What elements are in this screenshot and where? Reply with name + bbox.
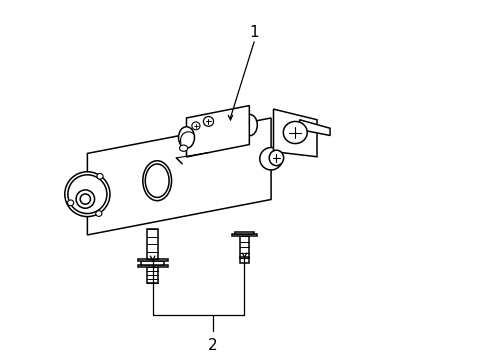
Bar: [240, 236, 248, 258]
Bar: [147, 267, 158, 283]
Ellipse shape: [67, 200, 74, 206]
Ellipse shape: [142, 161, 171, 201]
Ellipse shape: [64, 172, 110, 217]
Bar: [147, 229, 158, 259]
Text: 2: 2: [208, 338, 218, 353]
Ellipse shape: [97, 174, 103, 179]
Ellipse shape: [76, 190, 94, 208]
Ellipse shape: [269, 150, 283, 166]
Ellipse shape: [241, 114, 257, 136]
Bar: [234, 231, 254, 234]
Ellipse shape: [283, 121, 306, 144]
Ellipse shape: [259, 148, 282, 170]
Ellipse shape: [80, 194, 90, 204]
Ellipse shape: [96, 211, 102, 216]
Polygon shape: [273, 109, 316, 157]
Ellipse shape: [191, 122, 200, 130]
Ellipse shape: [68, 175, 107, 213]
Polygon shape: [87, 118, 270, 235]
Ellipse shape: [179, 145, 187, 151]
Bar: [141, 261, 164, 265]
Bar: [232, 234, 256, 236]
Ellipse shape: [145, 164, 169, 197]
Polygon shape: [299, 120, 329, 135]
Ellipse shape: [203, 117, 213, 126]
Polygon shape: [186, 105, 249, 157]
Bar: [138, 259, 167, 261]
Ellipse shape: [178, 127, 194, 148]
Bar: [240, 257, 248, 263]
Bar: [138, 265, 167, 267]
Text: 1: 1: [249, 26, 259, 40]
